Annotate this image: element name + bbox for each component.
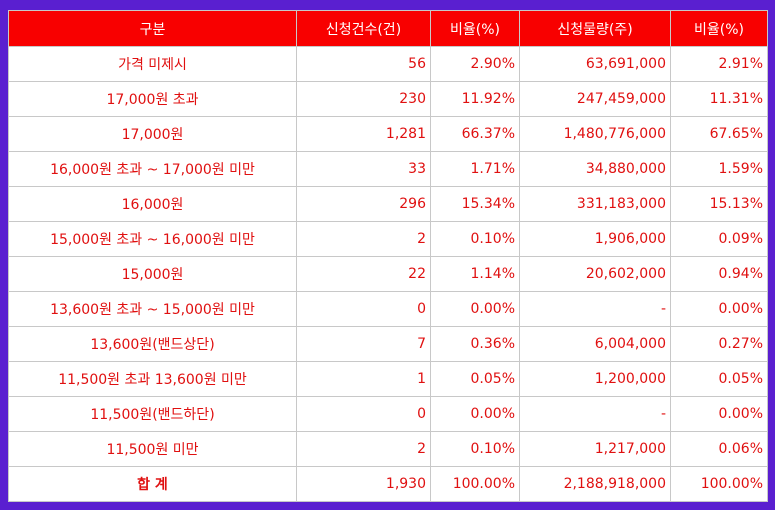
row-count-ratio: 0.36% — [430, 326, 520, 362]
row-volume: 34,880,000 — [519, 151, 671, 187]
row-count: 1 — [296, 361, 431, 397]
row-count-ratio: 0.10% — [430, 221, 520, 257]
row-label: 13,600원(밴드상단) — [8, 326, 297, 362]
header-application-count: 신청건수(건) — [296, 10, 431, 47]
header-category: 구분 — [8, 10, 297, 47]
row-volume: 6,004,000 — [519, 326, 671, 362]
row-label: 16,000원 — [8, 186, 297, 222]
table-row: 17,000원 초과 230 11.92% 247,459,000 11.31% — [8, 81, 768, 117]
row-volume-ratio: 1.59% — [670, 151, 768, 187]
row-volume-ratio: 2.91% — [670, 46, 768, 82]
total-count: 1,930 — [296, 466, 431, 502]
row-volume-ratio: 0.94% — [670, 256, 768, 292]
row-count-ratio: 66.37% — [430, 116, 520, 152]
row-count: 296 — [296, 186, 431, 222]
row-volume-ratio: 67.65% — [670, 116, 768, 152]
row-label: 11,500원 미만 — [8, 431, 297, 467]
table-row: 16,000원 296 15.34% 331,183,000 15.13% — [8, 186, 768, 222]
row-volume-ratio: 0.00% — [670, 396, 768, 432]
row-volume: - — [519, 396, 671, 432]
demand-forecast-table: 구분 신청건수(건) 비율(%) 신청물량(주) 비율(%) 가격 미제시 56… — [8, 10, 768, 502]
row-count: 2 — [296, 431, 431, 467]
row-count: 0 — [296, 396, 431, 432]
row-volume-ratio: 0.06% — [670, 431, 768, 467]
row-count-ratio: 0.00% — [430, 291, 520, 327]
row-volume: - — [519, 291, 671, 327]
row-count-ratio: 0.00% — [430, 396, 520, 432]
header-application-volume: 신청물량(주) — [519, 10, 671, 47]
row-count: 0 — [296, 291, 431, 327]
row-volume-ratio: 15.13% — [670, 186, 768, 222]
row-count: 7 — [296, 326, 431, 362]
row-count: 2 — [296, 221, 431, 257]
table-row: 16,000원 초과 ~ 17,000원 미만 33 1.71% 34,880,… — [8, 151, 768, 187]
row-label: 11,500원 초과 13,600원 미만 — [8, 361, 297, 397]
row-volume: 1,200,000 — [519, 361, 671, 397]
row-count: 230 — [296, 81, 431, 117]
table-row: 11,500원 미만 2 0.10% 1,217,000 0.06% — [8, 431, 768, 467]
header-row: 구분 신청건수(건) 비율(%) 신청물량(주) 비율(%) — [8, 10, 768, 47]
header-volume-ratio: 비율(%) — [670, 10, 768, 47]
table-row: 17,000원 1,281 66.37% 1,480,776,000 67.65… — [8, 116, 768, 152]
row-volume-ratio: 0.09% — [670, 221, 768, 257]
row-count: 33 — [296, 151, 431, 187]
row-count-ratio: 0.05% — [430, 361, 520, 397]
row-count-ratio: 1.14% — [430, 256, 520, 292]
row-volume: 1,906,000 — [519, 221, 671, 257]
row-volume: 63,691,000 — [519, 46, 671, 82]
row-volume: 331,183,000 — [519, 186, 671, 222]
row-volume-ratio: 0.00% — [670, 291, 768, 327]
table-row: 가격 미제시 56 2.90% 63,691,000 2.91% — [8, 46, 768, 82]
total-label: 합 계 — [8, 466, 297, 502]
row-count: 22 — [296, 256, 431, 292]
table-row: 11,500원(밴드하단) 0 0.00% - 0.00% — [8, 396, 768, 432]
row-volume: 20,602,000 — [519, 256, 671, 292]
row-label: 13,600원 초과 ~ 15,000원 미만 — [8, 291, 297, 327]
row-count: 56 — [296, 46, 431, 82]
table-row: 13,600원(밴드상단) 7 0.36% 6,004,000 0.27% — [8, 326, 768, 362]
table-row: 15,000원 22 1.14% 20,602,000 0.94% — [8, 256, 768, 292]
row-label: 15,000원 초과 ~ 16,000원 미만 — [8, 221, 297, 257]
row-count-ratio: 11.92% — [430, 81, 520, 117]
row-volume-ratio: 0.05% — [670, 361, 768, 397]
row-label: 17,000원 — [8, 116, 297, 152]
row-label: 16,000원 초과 ~ 17,000원 미만 — [8, 151, 297, 187]
total-volume-ratio: 100.00% — [670, 466, 768, 502]
row-volume: 247,459,000 — [519, 81, 671, 117]
row-volume: 1,217,000 — [519, 431, 671, 467]
row-count-ratio: 2.90% — [430, 46, 520, 82]
row-label: 11,500원(밴드하단) — [8, 396, 297, 432]
row-volume-ratio: 11.31% — [670, 81, 768, 117]
row-count: 1,281 — [296, 116, 431, 152]
row-label: 가격 미제시 — [8, 46, 297, 82]
table-row: 15,000원 초과 ~ 16,000원 미만 2 0.10% 1,906,00… — [8, 221, 768, 257]
table-row: 13,600원 초과 ~ 15,000원 미만 0 0.00% - 0.00% — [8, 291, 768, 327]
row-count-ratio: 0.10% — [430, 431, 520, 467]
row-label: 15,000원 — [8, 256, 297, 292]
total-row: 합 계 1,930 100.00% 2,188,918,000 100.00% — [8, 466, 768, 502]
row-label: 17,000원 초과 — [8, 81, 297, 117]
header-count-ratio: 비율(%) — [430, 10, 520, 47]
row-count-ratio: 15.34% — [430, 186, 520, 222]
demand-forecast-table-frame: 구분 신청건수(건) 비율(%) 신청물량(주) 비율(%) 가격 미제시 56… — [8, 10, 768, 502]
table-row: 11,500원 초과 13,600원 미만 1 0.05% 1,200,000 … — [8, 361, 768, 397]
total-count-ratio: 100.00% — [430, 466, 520, 502]
row-count-ratio: 1.71% — [430, 151, 520, 187]
row-volume: 1,480,776,000 — [519, 116, 671, 152]
row-volume-ratio: 0.27% — [670, 326, 768, 362]
total-volume: 2,188,918,000 — [519, 466, 671, 502]
